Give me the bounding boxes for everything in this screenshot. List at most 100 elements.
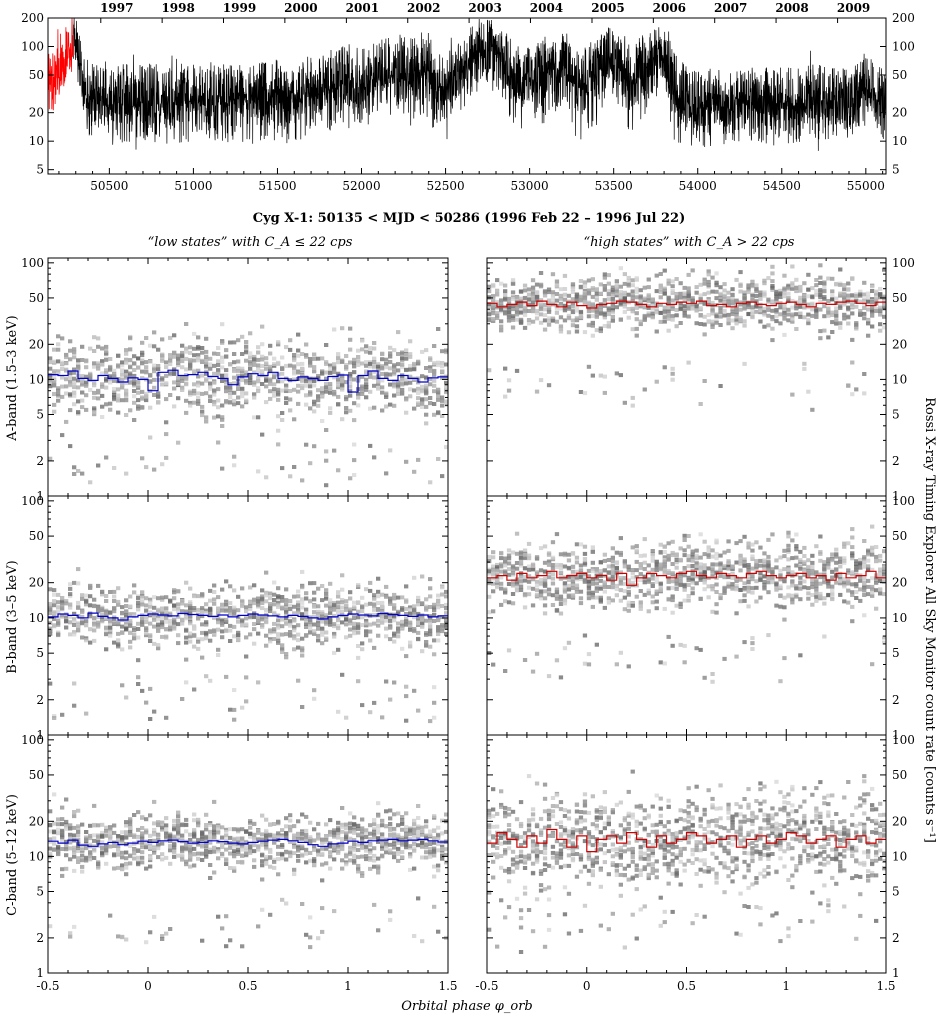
- scatter-cell: [790, 312, 795, 317]
- scatter-cell: [662, 305, 667, 310]
- scatter-cell: [152, 605, 157, 610]
- scatter-cell: [412, 406, 417, 411]
- scatter-cell: [682, 313, 687, 318]
- scatter-cell: [280, 632, 285, 637]
- scatter-cell: [750, 284, 755, 289]
- scatter-cell: [518, 317, 524, 322]
- scatter-cell: [842, 295, 847, 300]
- scatter-cell: [838, 581, 843, 586]
- scatter-cell: [598, 282, 603, 287]
- scatter-cell: [578, 575, 584, 580]
- scatter-cell: [670, 539, 675, 544]
- scatter-cell: [216, 352, 221, 356]
- scatter-cell: [416, 457, 421, 462]
- scatter-cell: [491, 308, 496, 313]
- scatter-cell: [196, 358, 201, 363]
- scatter-cell: [260, 382, 265, 386]
- scatter-cell: [854, 582, 859, 587]
- scatter-cell: [228, 707, 233, 712]
- scatter-cell: [352, 600, 357, 605]
- scatter-cell: [128, 619, 133, 623]
- scatter-cell: [416, 391, 421, 395]
- lc-ytick-label-right: 10: [892, 134, 907, 148]
- scatter-cell: [444, 589, 449, 594]
- scatter-cell: [710, 319, 715, 324]
- scatter-cell: [192, 608, 197, 613]
- scatter-cell: [216, 440, 221, 445]
- scatter-cell: [666, 309, 671, 314]
- scatter-cell: [562, 273, 568, 278]
- scatter-cell: [598, 311, 603, 316]
- scatter-cell: [582, 561, 588, 566]
- scatter-cell: [268, 609, 273, 613]
- scatter-cell: [510, 550, 516, 555]
- scatter-cell: [790, 286, 795, 291]
- scatter-cell: [372, 356, 377, 361]
- ytick-label: 10: [29, 372, 44, 386]
- scatter-cell: [152, 363, 157, 368]
- scatter-cell: [56, 398, 61, 403]
- scatter-cell: [586, 582, 592, 586]
- scatter-cell: [92, 616, 97, 621]
- scatter-cell: [622, 400, 627, 405]
- scatter-cell: [140, 617, 145, 622]
- scatter-cell: [200, 350, 205, 355]
- scatter-cell: [550, 572, 556, 577]
- scatter-cell: [654, 559, 659, 564]
- scatter-cell: [320, 598, 325, 603]
- scatter-cell: [236, 359, 241, 364]
- scatter-cell: [312, 597, 317, 602]
- scatter-cell: [440, 369, 445, 374]
- scatter-cell: [798, 597, 803, 602]
- scatter-cell: [144, 608, 149, 613]
- scatter-cell: [76, 581, 81, 586]
- scatter-cell: [770, 279, 775, 284]
- scatter-cell: [312, 369, 317, 374]
- scatter-cell: [120, 398, 125, 403]
- scatter-cell: [160, 595, 165, 600]
- scatter-cell: [444, 362, 449, 367]
- scatter-cell: [510, 592, 516, 596]
- scatter-cell: [432, 602, 437, 607]
- scatter-cell: [240, 352, 245, 356]
- scatter-cell: [810, 313, 815, 318]
- scatter-cell: [630, 327, 635, 332]
- scatter-cell: [88, 627, 93, 632]
- scatter-cell: [204, 674, 209, 679]
- scatter-cell: [376, 379, 381, 384]
- scatter-cell: [562, 601, 568, 606]
- scatter-cell: [778, 604, 783, 609]
- scatter-cell: [858, 598, 863, 603]
- scatter-cell: [148, 597, 153, 602]
- scatter-cell: [842, 283, 847, 288]
- scatter-cell: [726, 564, 731, 569]
- scatter-cell: [710, 325, 715, 329]
- scatter-cell: [276, 360, 281, 365]
- scatter-cell: [128, 336, 133, 341]
- scatter-cell: [870, 300, 875, 304]
- scatter-cell: [280, 355, 285, 360]
- scatter-cell: [356, 622, 361, 627]
- scatter-cell: [790, 317, 795, 322]
- ytick-label: 10: [892, 372, 907, 386]
- scatter-cell: [778, 573, 783, 578]
- scatter-cell: [794, 306, 799, 311]
- scatter-cell: [404, 381, 409, 386]
- scatter-cell: [388, 625, 393, 630]
- scatter-cell: [340, 326, 345, 331]
- scatter-cell: [52, 347, 57, 352]
- scatter-cell: [602, 272, 607, 277]
- scatter-cell: [499, 586, 504, 591]
- scatter-cell: [312, 444, 317, 449]
- scatter-cell: [770, 299, 775, 303]
- scatter-cell: [638, 578, 643, 582]
- scatter-cell: [503, 587, 508, 592]
- scatter-cell: [68, 602, 73, 607]
- scatter-cell: [360, 604, 365, 609]
- scatter-cell: [850, 572, 855, 577]
- scatter-cell: [228, 608, 233, 613]
- scatter-cell: [610, 546, 615, 551]
- scatter-cell: [60, 367, 65, 371]
- scatter-cell: [774, 587, 779, 592]
- scatter-cell: [754, 540, 759, 545]
